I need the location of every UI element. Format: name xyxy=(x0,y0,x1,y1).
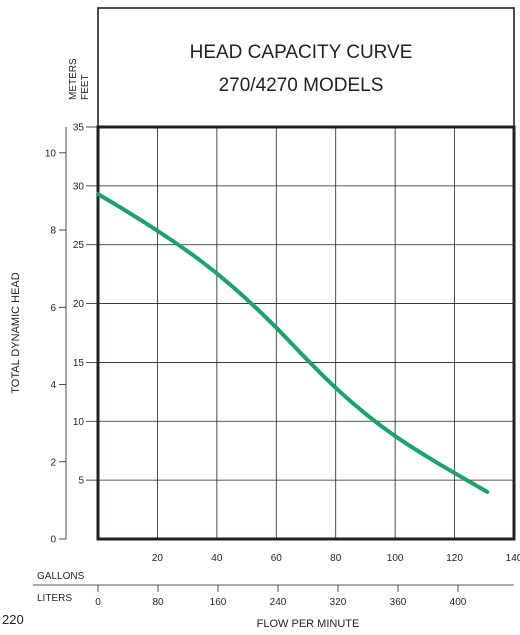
meters-tick-label: 6 xyxy=(50,303,56,314)
feet-tick-label: 25 xyxy=(73,240,85,251)
meters-tick-label: 4 xyxy=(50,380,56,391)
chart-layer: HEAD CAPACITY CURVE 270/4270 MODELS 5 10 15 2… xyxy=(10,7,520,630)
meters-tick-label: 2 xyxy=(50,457,56,468)
gallons-tick-label: 80 xyxy=(330,553,342,564)
chart-subtitle: 270/4270 MODELS xyxy=(219,75,384,96)
plot-frame xyxy=(96,125,516,541)
chart-title: HEAD CAPACITY CURVE xyxy=(190,42,413,63)
liters-tick-label: 360 xyxy=(390,597,407,608)
liters-tick-label: 0 xyxy=(95,597,101,608)
feet-tick-label: 35 xyxy=(73,123,85,134)
title-box xyxy=(97,7,515,128)
feet-tick-label: 20 xyxy=(73,299,85,310)
liters-unit-label: LITERS xyxy=(37,593,72,604)
liters-tick-label: 400 xyxy=(450,597,467,608)
gallons-tick-label: 40 xyxy=(211,553,223,564)
gallons-tick-label: 60 xyxy=(271,553,283,564)
feet-unit-label: FEET xyxy=(80,74,91,100)
gallons-tick-label: 140 xyxy=(506,553,520,564)
liters-tick-label: 160 xyxy=(210,597,227,608)
gallons-unit-label: GALLONS xyxy=(37,571,85,582)
meters-tick-label: 10 xyxy=(45,148,57,159)
meters-unit-label: METERS xyxy=(68,58,79,100)
page-number: 220 xyxy=(2,612,24,627)
liters-tick-label: 80 xyxy=(152,597,164,608)
y-axis-title: TOTAL DYNAMIC HEAD xyxy=(10,272,22,393)
feet-tick-label: 5 xyxy=(78,476,84,487)
feet-tick-label: 15 xyxy=(73,358,85,369)
gallons-tick-label: 120 xyxy=(446,553,463,564)
liters-tick-label: 240 xyxy=(270,597,287,608)
gallons-tick-label: 20 xyxy=(152,553,164,564)
head-capacity-curve xyxy=(96,192,490,494)
feet-tick-label: 10 xyxy=(73,417,85,428)
meters-tick-label: 0 xyxy=(50,535,56,546)
meters-tick-label: 8 xyxy=(50,226,56,237)
liters-tick-label: 320 xyxy=(330,597,347,608)
feet-tick-label: 30 xyxy=(73,181,85,192)
gallons-tick-label: 100 xyxy=(387,553,404,564)
x-axis-title: FLOW PER MINUTE xyxy=(257,618,360,630)
